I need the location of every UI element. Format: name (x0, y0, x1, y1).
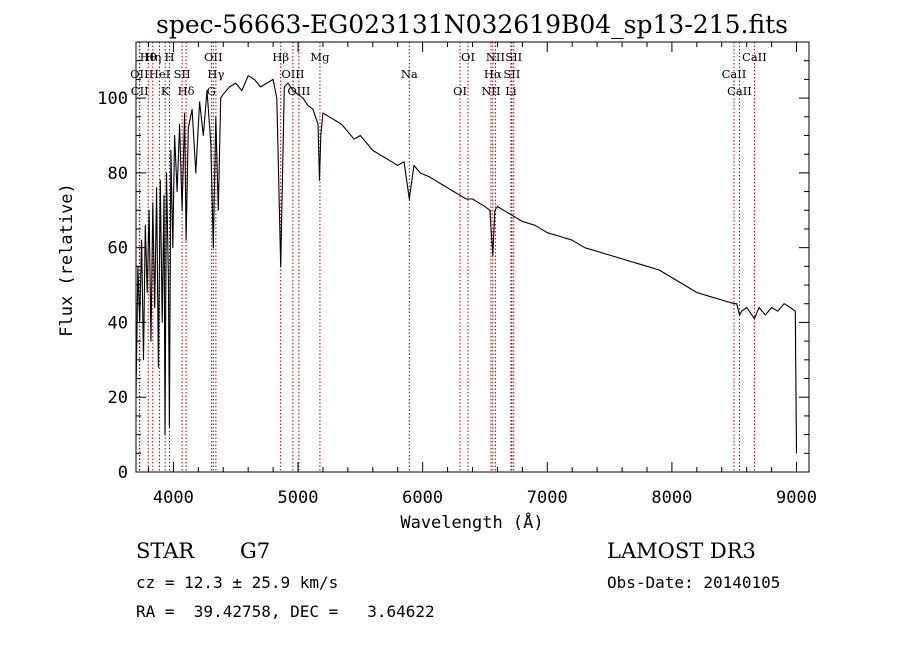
object-subclass: G7 (240, 539, 271, 563)
spectral-line-label: OI (453, 84, 467, 98)
survey-name: LAMOST DR3 (607, 539, 756, 563)
spectral-line-label: OII (204, 50, 223, 64)
object-class: STAR (136, 539, 195, 563)
x-tick-label: 8000 (651, 488, 692, 508)
x-tick-label: 6000 (402, 488, 443, 508)
spectral-line-label: CII (131, 84, 149, 98)
spectral-line-label: OII (130, 67, 149, 81)
spectral-line-label: OIII (287, 84, 310, 98)
y-tick-label: 20 (108, 388, 128, 408)
spectral-line-label: H (165, 50, 175, 64)
spectral-line-label: NII (481, 84, 500, 98)
y-tick-label: 0 (118, 463, 128, 483)
spectral-line-label: CaII (742, 50, 767, 64)
spectrum-series-line (135, 75, 798, 454)
y-tick-label: 60 (108, 239, 128, 259)
y-tick-label: 80 (108, 164, 128, 184)
x-tick-label: 5000 (278, 488, 319, 508)
spectral-line-markers (138, 42, 755, 472)
x-tick-label: 9000 (776, 488, 817, 508)
spectral-line-labels: Hθ OII CII Hη HeI K H SII Hδ OII Hγ G Hβ OIII OIII Mg Na… (130, 50, 767, 98)
y-tick-label: 100 (97, 89, 128, 109)
coordinates-text: RA = 39.42758, DEC = 3.64622 (136, 602, 435, 621)
spectral-line-label: SII (174, 67, 191, 81)
spectral-line-label: CaII (727, 84, 752, 98)
spectral-line-label: Hγ (207, 67, 224, 81)
spectral-line-label: Li (505, 84, 517, 98)
spectral-line-label: NII (486, 50, 505, 64)
spectral-line-label: OI (461, 50, 475, 64)
x-tick-label: 4000 (153, 488, 194, 508)
chart-title: spec-56663-EG023131N032619B04_sp13-215.f… (156, 10, 788, 39)
spectral-line-label: SII (503, 67, 520, 81)
y-axis-label: Flux (relative) (57, 183, 77, 337)
spectral-line-label: Hβ (272, 50, 289, 64)
y-tick-label: 40 (108, 313, 128, 333)
x-axis-label: Wavelength (Å) (400, 511, 543, 533)
redshift-text: cz = 12.3 ± 25.9 km/s (136, 573, 339, 592)
spectral-line-label: Hα (484, 67, 502, 81)
spectral-line-label: HeI (149, 67, 170, 81)
spectral-line-label: SII (505, 50, 522, 64)
spectral-line-label: CaII (722, 67, 747, 81)
spectral-line-label: K (161, 84, 170, 98)
spectral-line-label: OIII (281, 67, 304, 81)
spectral-line-label: G (207, 84, 216, 98)
x-tick-label: 7000 (527, 488, 568, 508)
spectral-line-label: Hθ (140, 50, 157, 64)
plot-frame (135, 41, 810, 473)
x-axis-ticks: 4000 5000 6000 7000 8000 9000 (147, 42, 817, 508)
spectral-line-label: Hδ (178, 84, 195, 98)
spectral-line-label: Na (401, 67, 418, 81)
obs-date: Obs-Date: 20140105 (607, 573, 781, 592)
spectral-line-label: Mg (310, 50, 330, 64)
y-axis-ticks: 0 20 40 60 80 100 (97, 41, 809, 483)
spectral-line-label: Hη (144, 50, 161, 64)
